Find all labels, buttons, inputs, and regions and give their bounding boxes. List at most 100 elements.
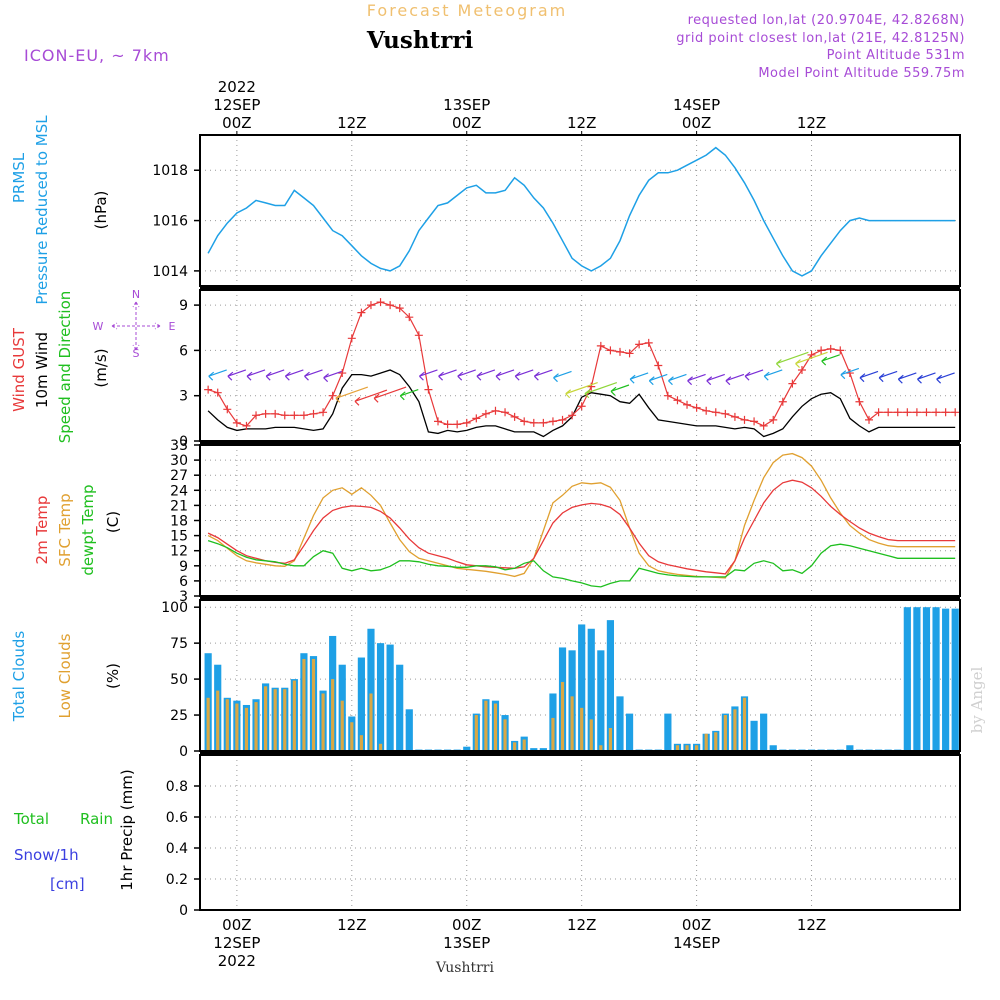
compass-west: W xyxy=(93,320,104,333)
gust-marker xyxy=(932,408,941,417)
y-tick-label: 1014 xyxy=(152,264,188,280)
time-tick-label-bottom: 00Z xyxy=(222,916,251,934)
low-cloud-bar xyxy=(714,732,718,751)
gust-marker xyxy=(481,409,490,418)
low-cloud-bar xyxy=(378,743,383,751)
gust-marker xyxy=(548,417,557,426)
time-tick-label-top: 12Z xyxy=(797,114,826,132)
watermark: by Angel xyxy=(968,666,986,733)
low-cloud-bar xyxy=(254,702,258,751)
time-tick-label-bottom: 12Z xyxy=(567,916,596,934)
gust-marker xyxy=(338,369,347,378)
gust-marker xyxy=(903,408,912,417)
wind-direction-arrow xyxy=(304,369,323,381)
low-cloud-bar xyxy=(599,745,603,751)
location-title: Vushtrri xyxy=(366,27,474,54)
compass-rose xyxy=(111,301,161,351)
gust-marker xyxy=(271,409,280,418)
low-cloud-bar xyxy=(283,689,287,751)
gust-marker xyxy=(319,408,328,417)
low-cloud-bar xyxy=(244,707,249,751)
low-cloud-bar xyxy=(264,686,268,751)
total-cloud-bar xyxy=(405,709,413,751)
y-tick-label: 0.2 xyxy=(166,872,188,888)
gust-marker xyxy=(692,403,701,412)
gust-marker xyxy=(386,301,395,310)
wind-direction-arrow xyxy=(725,373,745,386)
label-layer: 1014101610180369369121518212427303302550… xyxy=(10,78,826,970)
gust-marker xyxy=(405,313,414,322)
gust-marker xyxy=(951,408,960,417)
frame-layer xyxy=(194,131,961,911)
direction-label: Speed and Direction xyxy=(56,291,74,444)
low-cloud-bar xyxy=(560,681,565,751)
chart-title: Forecast Meteogram xyxy=(367,1,567,20)
model-point-altitude: Model Point Altitude 559.75m xyxy=(758,66,965,81)
wind-direction-arrow xyxy=(495,369,515,381)
wind-direction-arrow xyxy=(897,372,917,384)
gust-marker xyxy=(443,420,452,429)
low-cloud-bar xyxy=(589,719,593,751)
clouds-unit: (%) xyxy=(104,663,122,689)
low-cloud-bar xyxy=(302,658,306,751)
panel-frame xyxy=(199,134,961,287)
time-tick-label-top: 14SEP xyxy=(673,96,720,114)
total-cloud-bar xyxy=(357,657,365,751)
point-altitude: Point Altitude 531m xyxy=(827,48,965,63)
gust-marker xyxy=(922,408,931,417)
gust-marker xyxy=(290,411,299,420)
total-cloud-bar xyxy=(913,607,921,751)
wind-label: 10m Wind xyxy=(33,332,51,408)
wind-direction-arrow xyxy=(840,367,860,380)
sfc-temp-line xyxy=(207,452,956,579)
gust-marker xyxy=(347,334,356,343)
temperature-series xyxy=(207,452,956,588)
wind-direction-arrow xyxy=(744,369,764,381)
wind-direction-arrow xyxy=(936,372,955,384)
low-cloud-bar xyxy=(350,722,354,751)
time-tick-label-bottom: 12Z xyxy=(797,916,826,934)
wind-direction-arrow xyxy=(533,369,553,381)
total-cloud-bar xyxy=(367,628,375,751)
y-tick-label: 18 xyxy=(170,514,188,530)
y-tick-label: 50 xyxy=(170,672,188,688)
wind-direction-arrow xyxy=(399,388,419,401)
wind-direction-arrow xyxy=(208,369,227,381)
total-cloud-bar xyxy=(376,643,385,751)
footer-location: Vushtrri xyxy=(435,960,494,976)
time-tick-label-bottom: 00Z xyxy=(452,916,481,934)
total-cloud-bar xyxy=(616,696,624,751)
precip-total-label: Total xyxy=(13,810,49,828)
y-tick-label: 100 xyxy=(161,600,188,616)
gust-marker xyxy=(309,409,318,418)
gust-marker xyxy=(865,415,874,424)
low-cloud-bar xyxy=(570,696,574,751)
y-tick-label: 6 xyxy=(179,574,188,590)
gust-marker xyxy=(750,417,759,426)
y-tick-label: 75 xyxy=(170,636,188,652)
low-cloud-bar xyxy=(273,689,277,751)
gust-marker xyxy=(252,411,261,420)
y-tick-label: 1018 xyxy=(152,163,188,179)
gust-marker xyxy=(577,402,586,411)
gust-marker xyxy=(740,415,749,424)
wind-direction-arrow xyxy=(775,351,809,368)
wind-direction-arrow xyxy=(323,370,342,383)
wind-direction-arrow xyxy=(648,373,668,386)
panel-frame xyxy=(199,289,961,442)
wind-direction-arrow xyxy=(565,381,598,399)
total-cloud-bar xyxy=(750,720,758,751)
time-tick-label-bottom: 13SEP xyxy=(443,934,490,952)
wind-direction-arrow xyxy=(335,386,369,403)
total-cloud-bar xyxy=(606,620,615,751)
wind-direction-arrow xyxy=(476,369,496,381)
total-cloud-bar xyxy=(625,713,634,751)
total-cloud-bar xyxy=(951,608,959,751)
gust-marker xyxy=(702,406,711,415)
wind-direction-arrow xyxy=(419,369,438,381)
time-tick-label-top: 12Z xyxy=(337,114,366,132)
low-cloud-bar xyxy=(340,700,344,751)
panel-frame xyxy=(199,444,961,597)
t2m-line xyxy=(207,479,956,575)
wind-direction-arrow xyxy=(265,369,285,381)
